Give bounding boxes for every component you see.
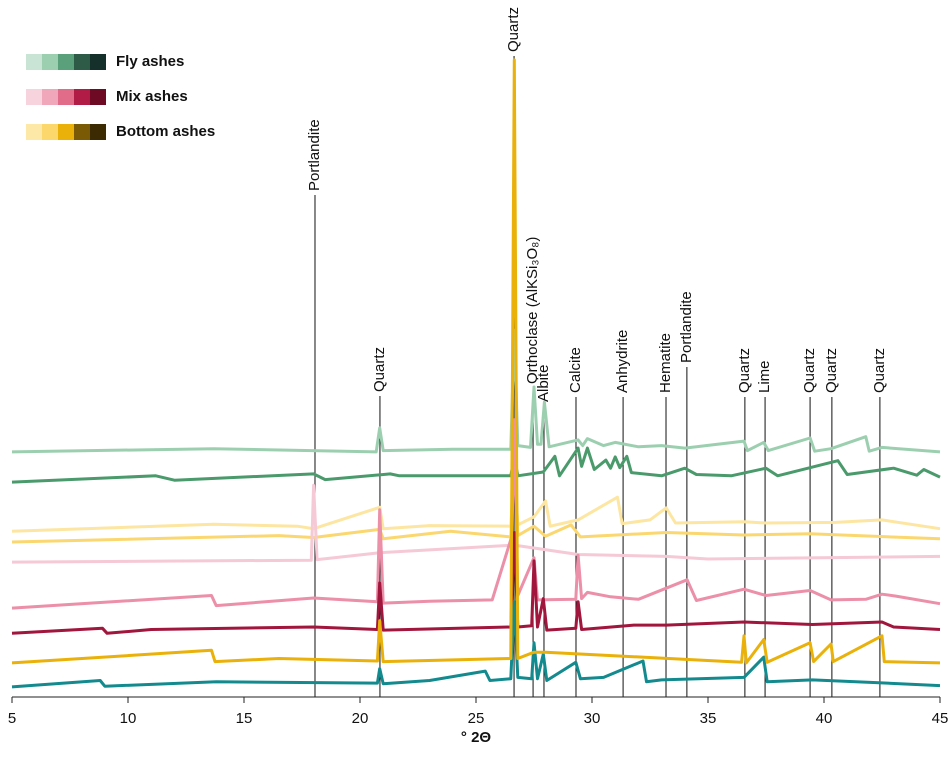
reference-label: Anhydrite bbox=[614, 330, 631, 393]
reference-label: Hematite bbox=[657, 333, 674, 393]
legend-swatch bbox=[58, 54, 74, 70]
reference-label: Albite bbox=[535, 364, 552, 402]
legend-swatch bbox=[90, 54, 106, 70]
legend-swatch bbox=[58, 89, 74, 105]
x-tick-label: 35 bbox=[700, 710, 717, 727]
legend-swatch bbox=[42, 89, 58, 105]
xrd-pattern bbox=[11, 446, 941, 484]
x-axis-label: ° 2Θ bbox=[461, 729, 492, 746]
reference-label: Portlandite bbox=[306, 119, 323, 191]
legend-swatch bbox=[90, 89, 106, 105]
legend-swatch bbox=[58, 124, 74, 140]
reference-label: Quartz bbox=[823, 348, 840, 393]
reference-label: Lime bbox=[756, 360, 773, 393]
xrd-pattern bbox=[11, 531, 941, 635]
legend-swatch bbox=[90, 124, 106, 140]
x-tick-label: 45 bbox=[932, 710, 948, 727]
legend-label: Bottom ashes bbox=[116, 123, 215, 140]
legend-swatch bbox=[26, 124, 42, 140]
xrd-pattern bbox=[11, 418, 941, 610]
reference-label: Quartz bbox=[371, 347, 388, 392]
reference-label: Orthoclase (AlKSi₃O₈) bbox=[524, 237, 541, 384]
reference-label: Quartz bbox=[736, 348, 753, 393]
xrd-pattern bbox=[11, 461, 941, 533]
legend-swatch bbox=[26, 54, 42, 70]
x-tick-label: 5 bbox=[8, 710, 16, 727]
legend-swatch bbox=[42, 54, 58, 70]
reference-label: Quartz bbox=[871, 348, 888, 393]
x-tick-label: 20 bbox=[352, 710, 369, 727]
x-tick-label: 30 bbox=[584, 710, 601, 727]
reference-label: Calcite bbox=[567, 347, 584, 393]
legend-swatch bbox=[42, 124, 58, 140]
reference-label: Portlandite bbox=[678, 291, 695, 363]
x-tick-label: 25 bbox=[468, 710, 485, 727]
legend-label: Fly ashes bbox=[116, 53, 184, 70]
x-tick-label: 15 bbox=[236, 710, 253, 727]
legend-swatch bbox=[74, 54, 90, 70]
reference-label: Quartz bbox=[505, 7, 522, 52]
legend-label: Mix ashes bbox=[116, 88, 188, 105]
legend-swatch bbox=[26, 89, 42, 105]
legend-swatch bbox=[74, 124, 90, 140]
xrd-pattern bbox=[11, 600, 941, 689]
xrd-pattern bbox=[11, 328, 941, 454]
x-tick-label: 40 bbox=[816, 710, 833, 727]
xrd-pattern bbox=[11, 483, 941, 564]
xrd-pattern bbox=[11, 58, 941, 665]
reference-label: Quartz bbox=[801, 348, 818, 393]
x-tick-label: 10 bbox=[120, 710, 137, 727]
legend-swatch bbox=[74, 89, 90, 105]
